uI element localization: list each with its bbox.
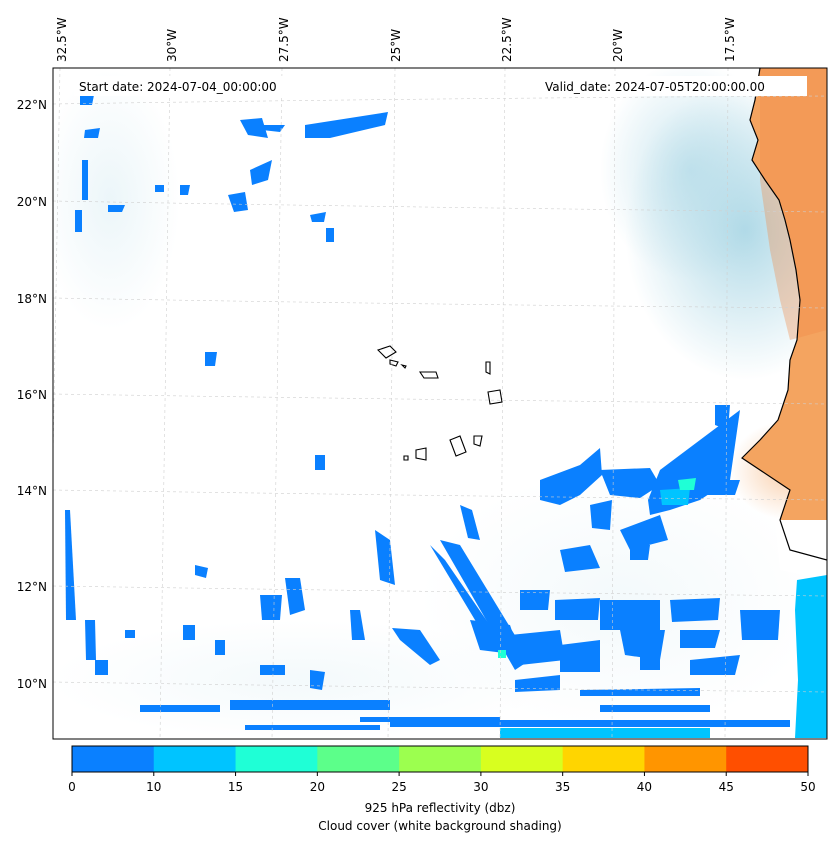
lat-label: 12°N [17,580,47,594]
start-date-box [74,76,314,96]
lon-label: 27.5°W [277,17,291,62]
longitude-labels: 32.5°W 30°W 27.5°W 25°W 22.5°W 20°W 17.5… [55,17,737,62]
colorbar-tick-label: 20 [310,780,325,794]
colorbar-segment [644,746,727,772]
colorbar-tick-label: 25 [391,780,406,794]
lon-label: 30°W [165,29,179,62]
lon-label: 17.5°W [723,17,737,62]
colorbar-tick-label: 50 [800,780,815,794]
colorbar-segment [72,746,155,772]
lat-label: 18°N [17,292,47,306]
reflectivity-cyan [498,478,696,658]
colorbar-segment [480,746,564,772]
graticule [53,68,827,739]
valid-date-label: Valid_date: 2024-07-05T20:00:00.00 [545,80,765,94]
start-date-label: Start date: 2024-07-04_00:00:00 [79,80,277,94]
lon-label: 22.5°W [500,17,514,62]
colorbar-segment [562,746,645,772]
map-frame [52,67,828,740]
colorbar-segment [399,746,482,772]
colorbar-label: 925 hPa reflectivity (dbz) [365,801,516,815]
lat-label: 20°N [17,195,47,209]
reflectivity-blobs [65,90,790,730]
colorbar-tick-label: 0 [68,780,76,794]
map-layers [53,68,827,739]
lat-label: 10°N [17,677,47,691]
valid-date-box [540,76,807,96]
lat-label: 16°N [17,388,47,402]
lat-label: 14°N [17,484,47,498]
colorbar: 0 10 15 20 25 30 35 40 45 50 [68,745,816,794]
colorbar-tick-label: 35 [555,780,570,794]
coastline [741,68,827,561]
cape-verde-islands [376,345,503,461]
latitude-labels: 22°N 20°N 18°N 16°N 14°N 12°N 10°N [17,98,47,691]
colorbar-tick-label: 40 [637,780,652,794]
colorbar-tick-label: 45 [719,780,734,794]
cloud-cover-shading [53,68,827,739]
colorbar-segment [726,746,809,772]
colorbar-tick-label: 30 [473,780,488,794]
reflectivity-light [500,488,827,738]
colorbar-tick-label: 15 [228,780,243,794]
lon-label: 32.5°W [55,17,69,62]
colorbar-segment [153,746,237,772]
colorbar-tick-label: 10 [146,780,161,794]
lon-label: 25°W [389,29,403,62]
colorbar-sublabel: Cloud cover (white background shading) [318,819,561,833]
lat-label: 22°N [17,98,47,112]
colorbar-segment [235,746,318,772]
colorbar-frame [71,745,809,773]
colorbar-segment [317,746,400,772]
lon-label: 20°W [611,29,625,62]
